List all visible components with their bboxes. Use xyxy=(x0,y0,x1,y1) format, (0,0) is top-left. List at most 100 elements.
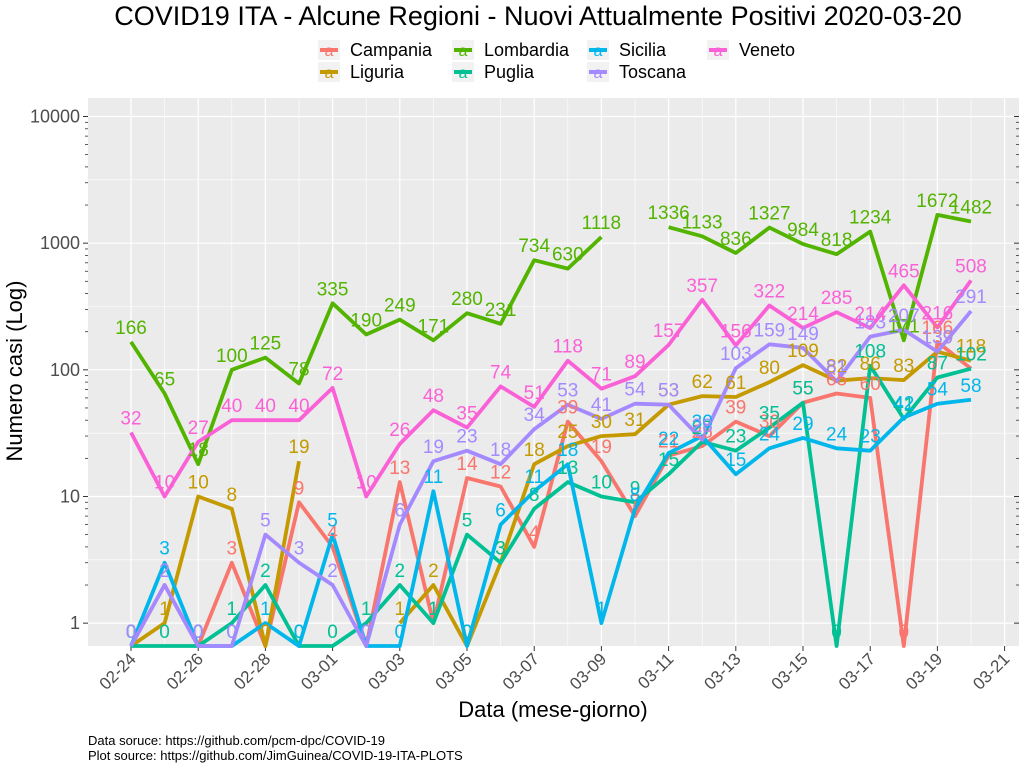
data-label-puglia: 0 xyxy=(294,622,305,643)
y-axis-title: Numero casi (Log) xyxy=(2,281,27,462)
data-label-campania: 0 xyxy=(193,622,204,643)
legend-label: Campania xyxy=(350,40,433,60)
data-label-lombardia: 335 xyxy=(317,279,349,300)
data-label-sicilia: 0 xyxy=(294,622,305,643)
legend-item-toscana: a Toscana xyxy=(587,62,687,82)
data-label-veneto: 72 xyxy=(322,364,343,385)
data-label-lombardia: 65 xyxy=(154,370,175,391)
legend-label: Lombardia xyxy=(484,40,570,60)
data-label-campania: 0 xyxy=(260,622,271,643)
data-label-sicilia: 6 xyxy=(495,501,506,522)
data-label-campania: 39 xyxy=(557,398,578,419)
data-label-sicilia: 23 xyxy=(860,427,881,448)
data-label-campania: 39 xyxy=(725,398,746,419)
data-label-campania: 0 xyxy=(899,622,910,643)
data-label-liguria: 0 xyxy=(462,622,473,643)
data-label-puglia: 102 xyxy=(955,345,987,366)
x-tick-label: 03-07 xyxy=(499,649,543,693)
data-label-lombardia: 280 xyxy=(451,289,483,310)
data-label-puglia: 55 xyxy=(792,379,813,400)
data-label-veneto: 285 xyxy=(821,288,853,309)
data-label-liguria: 31 xyxy=(624,410,645,431)
data-label-puglia: 0 xyxy=(831,622,842,643)
data-label-lombardia: 818 xyxy=(821,230,853,251)
data-label-veneto: 10 xyxy=(356,472,377,493)
data-label-sicilia: 0 xyxy=(126,622,137,643)
data-label-campania: 7 xyxy=(630,492,641,513)
data-label-puglia: 108 xyxy=(854,342,886,363)
data-label-veneto: 118 xyxy=(553,337,583,358)
chart-title: COVID19 ITA - Alcune Regioni - Nuovi Att… xyxy=(114,1,961,31)
data-label-liguria: 61 xyxy=(725,373,746,394)
data-label-toscana: 0 xyxy=(227,622,238,643)
data-label-toscana: 3 xyxy=(294,539,305,560)
legend-key-glyph: a xyxy=(594,65,603,82)
data-label-sicilia: 24 xyxy=(759,424,781,445)
data-label-liguria: 109 xyxy=(787,341,819,362)
y-tick-label: 1000 xyxy=(40,233,80,253)
data-label-liguria: 1 xyxy=(395,599,406,620)
data-label-campania: 9 xyxy=(294,478,305,499)
data-label-veneto: 157 xyxy=(653,321,685,342)
data-label-liguria: 80 xyxy=(759,358,780,379)
data-label-puglia: 35 xyxy=(759,404,780,425)
data-label-liguria: 118 xyxy=(956,337,986,358)
data-label-lombardia: 18 xyxy=(188,440,209,461)
data-label-puglia: 27 xyxy=(692,418,713,439)
data-label-campania: 102 xyxy=(955,345,987,366)
data-label-sicilia: 11 xyxy=(424,467,444,488)
data-label-veneto: 51 xyxy=(524,383,545,404)
data-label-lombardia: 630 xyxy=(552,245,584,266)
data-label-puglia: 0 xyxy=(193,622,204,643)
data-label-liguria: 82 xyxy=(826,357,847,378)
data-label-lombardia: 166 xyxy=(115,318,147,339)
x-tick-label: 02-28 xyxy=(230,649,274,693)
data-label-liguria: 30 xyxy=(591,412,612,433)
data-label-campania: 13 xyxy=(389,458,410,479)
data-label-lombardia: 171 xyxy=(888,316,920,337)
data-label-liguria: 53 xyxy=(658,381,679,402)
data-label-sicilia: 0 xyxy=(395,622,406,643)
x-tick-label: 02-24 xyxy=(96,649,140,693)
x-tick-label: 03-19 xyxy=(902,649,946,693)
data-label-sicilia: 24 xyxy=(826,424,848,445)
data-label-toscana: 6 xyxy=(395,501,406,522)
data-label-lombardia: 836 xyxy=(720,229,752,250)
data-label-sicilia: 58 xyxy=(960,376,981,397)
data-label-liguria: 1 xyxy=(159,599,170,620)
data-label-campania: 2 xyxy=(159,561,170,582)
caption-plot-source: Plot source: https://github.com/JimGuine… xyxy=(88,748,463,763)
data-label-campania: 4 xyxy=(529,523,540,544)
data-label-sicilia: 15 xyxy=(725,450,746,471)
data-label-veneto: 40 xyxy=(221,396,242,417)
data-label-lombardia: 734 xyxy=(518,236,550,257)
legend-key-glyph: a xyxy=(714,43,723,60)
data-label-lombardia: 249 xyxy=(384,296,416,317)
data-label-toscana: 103 xyxy=(720,344,752,365)
data-label-toscana: 34 xyxy=(524,405,546,426)
legend-label: Sicilia xyxy=(619,40,667,60)
data-label-toscana: 159 xyxy=(754,320,786,341)
data-label-puglia: 0 xyxy=(126,622,137,643)
data-label-puglia: 3 xyxy=(495,539,506,560)
data-label-lombardia: 984 xyxy=(787,220,819,241)
data-label-sicilia: 0 xyxy=(193,622,204,643)
series-line-sicilia xyxy=(129,397,972,648)
data-label-liguria: 139 xyxy=(922,328,954,349)
legend-label: Liguria xyxy=(350,62,405,82)
data-label-liguria: 86 xyxy=(860,354,881,375)
legend-label: Toscana xyxy=(619,62,687,82)
x-tick-label: 03-05 xyxy=(432,649,476,693)
data-label-veneto: 214 xyxy=(787,304,819,325)
data-label-sicilia: 22 xyxy=(658,429,679,450)
data-label-veneto: 156 xyxy=(720,321,752,342)
data-label-puglia: 15 xyxy=(658,450,679,471)
data-label-sicilia: 0 xyxy=(462,622,473,643)
data-label-puglia: 2 xyxy=(260,561,271,582)
data-label-sicilia: 18 xyxy=(557,440,578,461)
data-label-puglia: 1 xyxy=(227,599,238,620)
data-label-lombardia: 125 xyxy=(250,334,282,355)
data-label-sicilia: 1 xyxy=(260,599,271,620)
